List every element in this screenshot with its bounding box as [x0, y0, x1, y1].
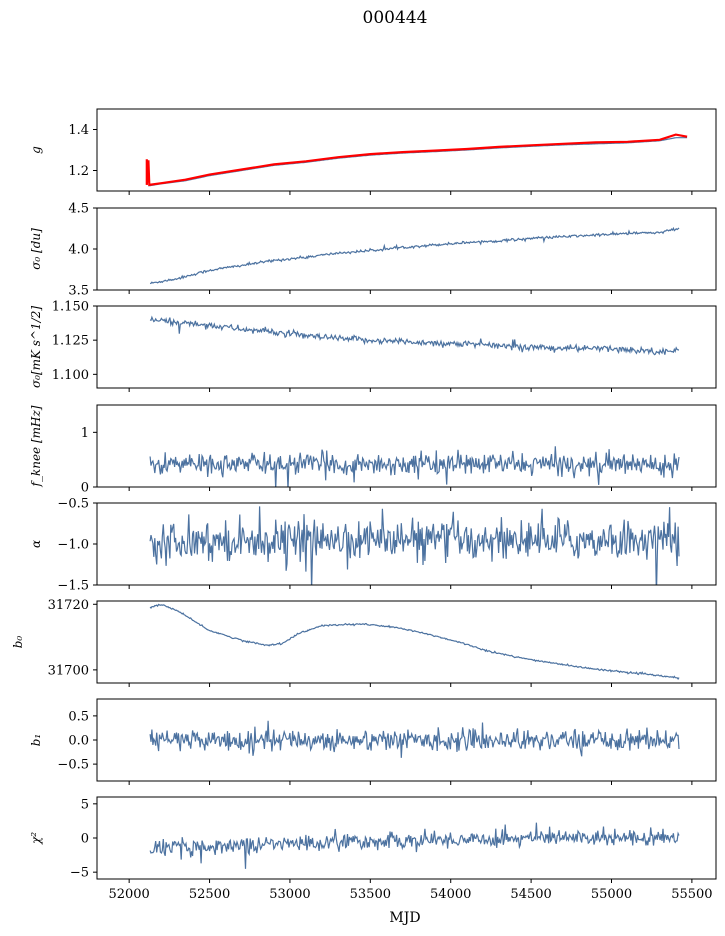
- panel-b0: 31700 31720 b₀: [11, 598, 717, 687]
- axes-frame-sigma0_mk: [96, 305, 717, 389]
- series-g-g: [148, 137, 688, 187]
- axes-frame-sigma0_du: [96, 207, 717, 291]
- panel-alpha: −1.5 −1.0 −0.5 α: [29, 497, 717, 594]
- y-label-b0: b₀: [11, 636, 25, 649]
- y-tick-label-chi2-2: 5: [81, 797, 89, 812]
- y-tick-label-b1-0: −0.5: [57, 758, 89, 773]
- panel-fknee: 0 1 f_knee [mHz]: [29, 404, 717, 496]
- x-tick-label-1: 52500: [189, 887, 230, 902]
- axes-frame-g: [96, 108, 717, 192]
- y-tick-label-b0-0: 31700: [48, 663, 89, 678]
- y-tick-label-b0-1: 31720: [48, 598, 89, 613]
- figure-title: 000444: [363, 8, 428, 28]
- series-sigma0_mk-sigma0: [149, 315, 680, 356]
- y-tick-label-g-0: 1.2: [68, 164, 89, 179]
- x-tick-label-4: 54000: [430, 887, 471, 902]
- y-tick-label-fknee-0: 0: [81, 481, 89, 496]
- y-label-chi2: χ²: [29, 832, 43, 845]
- y-tick-label-sigma0_du-1: 4.0: [68, 243, 89, 258]
- y-tick-label-chi2-1: 0: [81, 832, 89, 847]
- x-tick-label-7: 55500: [671, 887, 712, 902]
- y-tick-label-g-1: 1.4: [68, 123, 89, 138]
- y-tick-label-sigma0_mk-0: 1.100: [52, 368, 89, 383]
- axes-frame-b1: [96, 698, 717, 782]
- panel-chi2: −5 0 5 52000 52500 53000 53500 54000 54500 55000 5…: [29, 796, 717, 902]
- x-tick-label-5: 54500: [510, 887, 551, 902]
- panel-g: 1.2 1.4 g: [29, 108, 717, 195]
- panel-b1: −0.5 0.0 0.5 b₁: [29, 698, 717, 785]
- y-label-fknee: f_knee [mHz]: [29, 405, 43, 487]
- x-axis-label: MJD: [389, 910, 420, 926]
- axes-frame-fknee: [96, 404, 717, 488]
- panels: 1.2 1.4 g 3.5 4.0 4.5 σ₀ [du] 1.100 1.125 1.150 σ₀…: [11, 108, 717, 902]
- series-b0-b0: [149, 603, 680, 681]
- y-tick-label-alpha-2: −0.5: [57, 497, 89, 512]
- y-tick-label-alpha-1: −1.0: [57, 538, 89, 553]
- series-g-fit: [145, 133, 688, 187]
- x-tick-label-6: 55000: [591, 887, 632, 902]
- series-b1-b1: [149, 720, 680, 758]
- y-tick-label-sigma0_du-2: 4.5: [68, 202, 89, 217]
- series-chi2-chi2: [149, 822, 680, 869]
- panel-sigma0_mk: 1.100 1.125 1.150 σ₀[mK s^1/2]: [29, 300, 717, 392]
- x-tick-label-3: 53500: [350, 887, 391, 902]
- series-sigma0_du-sigma0: [149, 226, 680, 285]
- y-label-sigma0_mk: σ₀[mK s^1/2]: [29, 306, 43, 388]
- series-alpha-alpha: [149, 506, 680, 585]
- y-label-g: g: [29, 146, 43, 154]
- y-tick-label-sigma0_mk-1: 1.125: [52, 334, 89, 349]
- y-tick-label-chi2-0: −5: [70, 866, 89, 881]
- x-tick-label-0: 52000: [108, 887, 149, 902]
- y-tick-label-fknee-1: 1: [81, 426, 89, 441]
- y-label-alpha: α: [29, 540, 43, 548]
- y-tick-label-b1-2: 0.5: [68, 709, 89, 724]
- panel-sigma0_du: 3.5 4.0 4.5 σ₀ [du]: [29, 202, 717, 299]
- series-fknee-fknee: [149, 446, 680, 487]
- y-tick-label-alpha-0: −1.5: [57, 579, 89, 594]
- y-tick-label-sigma0_mk-2: 1.150: [52, 300, 89, 315]
- y-label-sigma0_du: σ₀ [du]: [29, 228, 43, 270]
- y-label-b1: b₁: [29, 734, 43, 747]
- x-tick-label-2: 53000: [269, 887, 310, 902]
- y-tick-label-sigma0_du-0: 3.5: [68, 284, 89, 299]
- y-tick-label-b1-1: 0.0: [68, 734, 89, 749]
- axes-frame-b0: [96, 600, 717, 684]
